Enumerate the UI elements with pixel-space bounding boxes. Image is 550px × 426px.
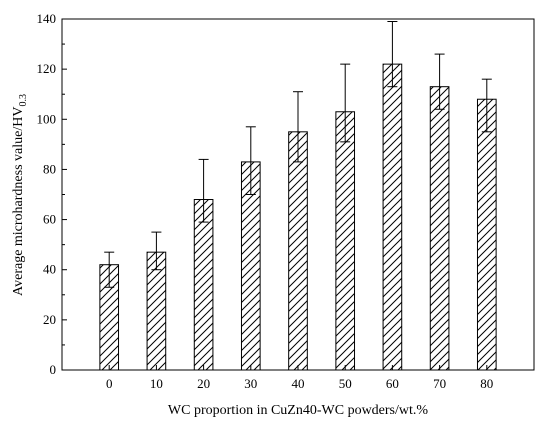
x-tick-label: 0 bbox=[106, 376, 113, 391]
y-tick-label: 120 bbox=[37, 61, 57, 76]
y-tick-label: 20 bbox=[43, 312, 56, 327]
y-tick-label: 100 bbox=[37, 111, 57, 126]
y-tick-label: 60 bbox=[43, 212, 56, 227]
y-axis: 0 20 40 60 80 100 120 140 bbox=[37, 11, 67, 377]
y-tick-label: 140 bbox=[37, 11, 57, 26]
error-bars bbox=[104, 21, 492, 288]
bar bbox=[429, 86, 450, 371]
bar bbox=[382, 63, 403, 371]
x-tick-label: 50 bbox=[339, 376, 352, 391]
y-axis-title: Average microhardness value/HV0.3 bbox=[11, 94, 29, 296]
x-axis: 0 10 20 30 40 50 60 70 80 bbox=[106, 365, 493, 391]
y-axis-title-main: Average microhardness value/HV bbox=[11, 107, 26, 296]
x-axis-title: WC proportion in CuZn40-WC powders/wt.% bbox=[168, 403, 428, 418]
x-tick-label: 60 bbox=[386, 376, 399, 391]
x-tick-label: 80 bbox=[480, 376, 493, 391]
x-tick-label: 70 bbox=[433, 376, 446, 391]
bar bbox=[288, 131, 308, 371]
y-tick-label: 80 bbox=[43, 161, 56, 176]
y-axis-title-subscript: 0.3 bbox=[18, 94, 29, 107]
bar bbox=[335, 111, 356, 371]
y-tick-label: 40 bbox=[43, 262, 56, 277]
x-tick-label: 10 bbox=[150, 376, 163, 391]
x-tick-label: 30 bbox=[244, 376, 257, 391]
y-tick-label: 0 bbox=[50, 362, 57, 377]
bar bbox=[476, 98, 497, 371]
x-tick-label: 40 bbox=[292, 376, 305, 391]
bar bbox=[193, 199, 214, 371]
x-tick-label: 20 bbox=[197, 376, 210, 391]
